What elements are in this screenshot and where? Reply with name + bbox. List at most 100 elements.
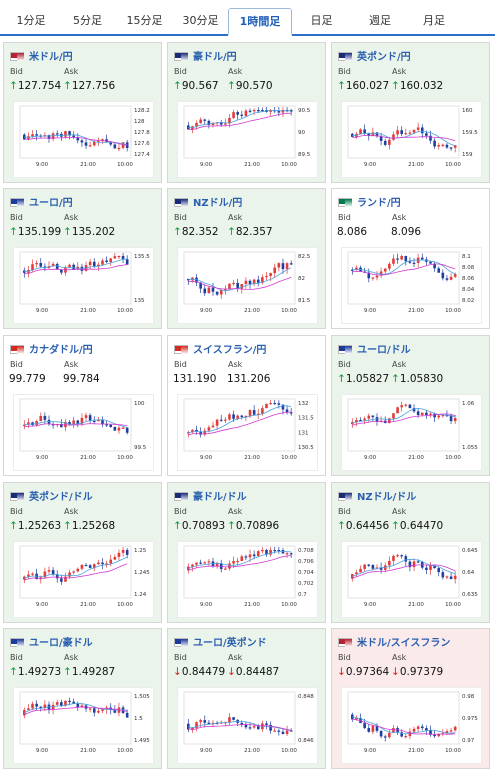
pair-title[interactable]: ユーロ/英ポンド bbox=[174, 634, 267, 649]
mini-chart[interactable]: 160 159.5 159 9:00 21:00 10:00 bbox=[341, 101, 482, 178]
bid-label: Bid bbox=[338, 507, 351, 516]
bid-value: ↑1.25263 bbox=[9, 520, 62, 532]
arrow-up-icon: ↑ bbox=[337, 80, 346, 92]
tab-6[interactable]: 週足 bbox=[369, 14, 391, 27]
ask-value: ↑160.032 bbox=[391, 80, 444, 92]
y-tick-label: 0.64 bbox=[462, 570, 475, 576]
y-tick-label: 131 bbox=[298, 430, 309, 436]
tab-1[interactable]: 5分足 bbox=[73, 14, 102, 27]
rate-panel[interactable]: NZドル/ドル Bid Ask ↑0.64456 ↑0.64470 0.645 0.64 0.… bbox=[331, 482, 490, 623]
rate-panel[interactable]: 豪ドル/ドル Bid Ask ↑0.70893 ↑0.70896 0.708 0.706 0.… bbox=[167, 482, 326, 623]
y-tick-label: 132 bbox=[298, 401, 309, 407]
pair-title[interactable]: 豪ドル/ドル bbox=[174, 488, 247, 503]
bid-label: Bid bbox=[10, 653, 23, 662]
y-tick-label: 8.06 bbox=[462, 276, 475, 282]
x-tick-label: 21:00 bbox=[80, 308, 96, 314]
y-tick-label: 159 bbox=[462, 152, 473, 158]
rate-panel[interactable]: ユーロ/英ポンド Bid Ask ↓0.84479 ↓0.84487 0.848 0.846… bbox=[167, 628, 326, 769]
pair-title[interactable]: カナダドル/円 bbox=[10, 341, 93, 356]
x-tick-label: 10:00 bbox=[281, 602, 297, 608]
arrow-up-icon: ↑ bbox=[63, 666, 72, 678]
y-tick-label: 0.706 bbox=[298, 559, 314, 565]
tab-0[interactable]: 1分足 bbox=[16, 14, 46, 27]
rate-panel[interactable]: ユーロ/豪ドル Bid Ask ↑1.49273 ↑1.49287 1.505 1.5 1.4… bbox=[3, 628, 162, 769]
mini-chart[interactable]: 0.848 0.846 9:00 21:00 10:00 bbox=[177, 687, 318, 764]
arrow-up-icon: ↑ bbox=[391, 373, 400, 385]
mini-chart[interactable]: 1.25 1.245 1.24 9:00 21:00 10:00 bbox=[13, 541, 154, 618]
rate-panel[interactable]: 米ドル/スイスフラン Bid Ask ↓0.97364 ↓0.97379 0.98 0.97… bbox=[331, 628, 490, 769]
x-tick-label: 9:00 bbox=[36, 455, 49, 461]
ask-label: Ask bbox=[392, 360, 407, 369]
tab-3[interactable]: 30分足 bbox=[182, 14, 219, 27]
mini-chart[interactable]: 1.06 1.055 9:00 21:00 10:00 bbox=[341, 394, 482, 471]
mini-chart[interactable]: 132 131.5 131 130.5 9:00 21:00 10:00 bbox=[177, 394, 318, 471]
arrow-up-icon: ↑ bbox=[63, 520, 72, 532]
pair-name: ユーロ/ドル bbox=[357, 345, 411, 356]
y-tick-label: 0.708 bbox=[298, 548, 314, 554]
mini-chart[interactable]: 135.5 135 9:00 21:00 10:00 bbox=[13, 247, 154, 324]
rate-panel[interactable]: 豪ドル/円 Bid Ask ↑90.567 ↑90.570 90.5 90 89.5 9:00 2… bbox=[167, 42, 326, 183]
rate-panel[interactable]: ユーロ/ドル Bid Ask ↑1.05827 ↑1.05830 1.06 1.055 9:0… bbox=[331, 335, 490, 476]
mini-chart[interactable]: 0.645 0.64 0.635 9:00 21:00 10:00 bbox=[341, 541, 482, 618]
bid-value: ↑1.05827 bbox=[337, 373, 390, 385]
rate-panel[interactable]: 英ポンド/円 Bid Ask ↑160.027 ↑160.032 160 159.5 159 9… bbox=[331, 42, 490, 183]
arrow-up-icon: ↑ bbox=[337, 520, 346, 532]
rate-panel[interactable]: NZドル/円 Bid Ask ↑82.352 ↑82.357 82.5 82 81.5 9:00… bbox=[167, 188, 326, 329]
arrow-down-icon: ↓ bbox=[391, 666, 400, 678]
pair-title[interactable]: 英ポンド/ドル bbox=[10, 488, 93, 503]
x-tick-label: 10:00 bbox=[117, 162, 133, 168]
rate-panel[interactable]: 英ポンド/ドル Bid Ask ↑1.25263 ↑1.25268 1.25 1.245 1.… bbox=[3, 482, 162, 623]
pair-title[interactable]: ユーロ/円 bbox=[10, 194, 73, 209]
pair-title[interactable]: ランド/円 bbox=[338, 194, 401, 209]
x-tick-label: 21:00 bbox=[244, 455, 260, 461]
mini-chart[interactable]: 82.5 82 81.5 9:00 21:00 10:00 bbox=[177, 247, 318, 324]
arrow-up-icon: ↑ bbox=[9, 666, 18, 678]
pair-name: 米ドル/円 bbox=[29, 52, 73, 63]
y-tick-label: 0.704 bbox=[298, 570, 314, 576]
pair-title[interactable]: 豪ドル/円 bbox=[174, 48, 237, 63]
pair-title[interactable]: スイスフラン/円 bbox=[174, 341, 266, 356]
tab-2[interactable]: 15分足 bbox=[126, 14, 163, 27]
pair-name: NZドル/円 bbox=[193, 198, 243, 209]
ask-label: Ask bbox=[64, 653, 79, 662]
y-tick-label: 127.4 bbox=[134, 152, 150, 158]
y-tick-label: 0.97 bbox=[462, 738, 475, 744]
ask-value: ↓0.84487 bbox=[227, 666, 280, 678]
arrow-up-icon: ↑ bbox=[173, 80, 182, 92]
flag-icon bbox=[174, 198, 188, 207]
pair-title[interactable]: ユーロ/豪ドル bbox=[10, 634, 93, 649]
tab-7[interactable]: 月足 bbox=[423, 14, 445, 27]
bid-value: ↑0.70893 bbox=[173, 520, 226, 532]
rate-panel[interactable]: ランド/円 Bid Ask 8.086 8.096 8.1 8.08 8.06 8.04 8.02… bbox=[331, 188, 490, 329]
tab-4[interactable]: 1時間足 bbox=[228, 8, 292, 36]
ask-label: Ask bbox=[392, 213, 407, 222]
x-tick-label: 9:00 bbox=[36, 162, 49, 168]
pair-title[interactable]: ユーロ/ドル bbox=[338, 341, 411, 356]
pair-title[interactable]: NZドル/ドル bbox=[338, 488, 416, 503]
mini-chart[interactable]: 8.1 8.08 8.06 8.04 8.02 9:00 21:00 10:00 bbox=[341, 247, 482, 324]
tab-5[interactable]: 日足 bbox=[310, 14, 333, 27]
x-tick-label: 9:00 bbox=[200, 748, 213, 754]
bid-label: Bid bbox=[10, 507, 23, 516]
mini-chart[interactable]: 1.505 1.5 1.495 9:00 21:00 10:00 bbox=[13, 687, 154, 764]
pair-title[interactable]: NZドル/円 bbox=[174, 194, 243, 209]
pair-title[interactable]: 英ポンド/円 bbox=[338, 48, 411, 63]
y-tick-label: 81.5 bbox=[298, 298, 311, 304]
rate-panel[interactable]: ユーロ/円 Bid Ask ↑135.199 ↑135.202 135.5 135 9:00 2… bbox=[3, 188, 162, 329]
mini-chart[interactable]: 128.2 128 127.8 127.6 127.4 9:00 21:00 10:00 bbox=[13, 101, 154, 178]
rate-panel[interactable]: カナダドル/円 Bid Ask 99.779 99.784 100 99.5 9:00 21:0… bbox=[3, 335, 162, 476]
pair-title[interactable]: 米ドル/円 bbox=[10, 48, 73, 63]
bid-value: 99.779 bbox=[9, 373, 46, 385]
bid-value: ↑90.567 bbox=[173, 80, 219, 92]
mini-chart[interactable]: 100 99.5 9:00 21:00 10:00 bbox=[13, 394, 154, 471]
arrow-up-icon: ↑ bbox=[63, 226, 72, 238]
rate-panel[interactable]: 米ドル/円 Bid Ask ↑127.754 ↑127.756 128.2 128 127.8… bbox=[3, 42, 162, 183]
mini-chart[interactable]: 0.708 0.706 0.704 0.702 0.7 9:00 21:00 10:00 bbox=[177, 541, 318, 618]
rate-panel[interactable]: スイスフラン/円 Bid Ask 131.190 131.206 132 131.5 131 1… bbox=[167, 335, 326, 476]
bid-label: Bid bbox=[338, 653, 351, 662]
mini-chart[interactable]: 0.98 0.975 0.97 9:00 21:00 10:00 bbox=[341, 687, 482, 764]
x-tick-label: 21:00 bbox=[244, 162, 260, 168]
pair-title[interactable]: 米ドル/スイスフラン bbox=[338, 634, 450, 649]
y-tick-label: 0.645 bbox=[462, 548, 478, 554]
mini-chart[interactable]: 90.5 90 89.5 9:00 21:00 10:00 bbox=[177, 101, 318, 178]
